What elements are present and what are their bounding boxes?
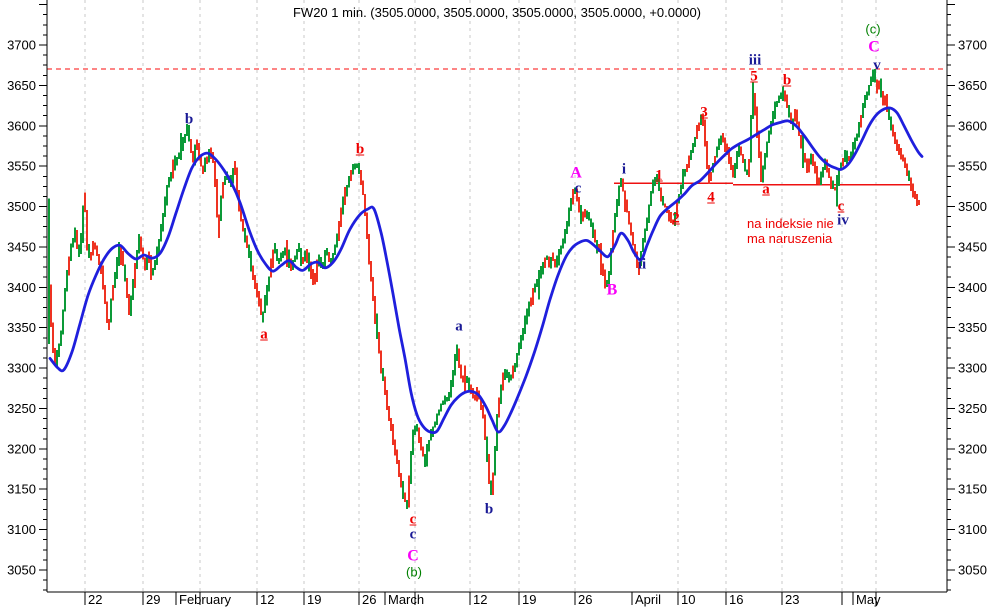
wave-label-b-green: (b) bbox=[406, 564, 422, 580]
svg-text:3150: 3150 bbox=[7, 482, 36, 497]
svg-text:26: 26 bbox=[362, 592, 376, 607]
wave-label-c-navy: c bbox=[574, 180, 582, 197]
svg-text:3300: 3300 bbox=[7, 361, 36, 376]
wave-label-2-red: 2 bbox=[672, 210, 680, 227]
vertical-gridlines bbox=[84, 0, 877, 592]
moving-average-line bbox=[48, 106, 924, 435]
svg-text:April: April bbox=[635, 592, 661, 607]
wave-label-b-navy: b bbox=[184, 111, 194, 128]
wave-label-b-red: b bbox=[355, 141, 365, 158]
svg-text:3300: 3300 bbox=[958, 361, 987, 376]
svg-text:3550: 3550 bbox=[958, 159, 987, 174]
svg-text:3350: 3350 bbox=[7, 320, 36, 335]
wave-label-c-green: (c) bbox=[865, 21, 881, 37]
wave-label-iii-navy: iii bbox=[748, 52, 762, 69]
svg-text:3250: 3250 bbox=[7, 401, 36, 416]
svg-text:May: May bbox=[856, 592, 881, 607]
svg-text:12: 12 bbox=[260, 592, 274, 607]
wave-label-1-red: 1 bbox=[655, 167, 663, 184]
y-axis-labels: 3050 3050 3100 3100 3150 3150 3200 3200 3250 3250… bbox=[7, 38, 987, 578]
wave-label-B-magenta: B bbox=[606, 281, 618, 299]
wave-label-5-red: 5 bbox=[750, 68, 758, 85]
svg-text:3200: 3200 bbox=[7, 441, 36, 456]
svg-text:26: 26 bbox=[578, 592, 592, 607]
svg-text:3450: 3450 bbox=[7, 239, 36, 254]
svg-text:3100: 3100 bbox=[7, 522, 36, 537]
axes bbox=[39, 0, 955, 605]
svg-text:3200: 3200 bbox=[958, 441, 987, 456]
svg-text:3500: 3500 bbox=[7, 199, 36, 214]
wave-label-c-navy: c bbox=[409, 526, 417, 543]
wave-label-C-magenta: C bbox=[407, 547, 419, 565]
svg-text:3050: 3050 bbox=[7, 563, 36, 578]
wave-label-a-red: a bbox=[260, 326, 268, 343]
wave-label-v-navy: v bbox=[873, 57, 881, 74]
x-axis-labels: 22 29 February 12 19 26 March 12 19 26 April 10 16 23… bbox=[88, 592, 881, 607]
svg-text:3650: 3650 bbox=[958, 78, 987, 93]
svg-text:3600: 3600 bbox=[7, 118, 36, 133]
svg-text:29: 29 bbox=[146, 592, 160, 607]
svg-text:3050: 3050 bbox=[958, 563, 987, 578]
svg-text:3350: 3350 bbox=[958, 320, 987, 335]
svg-text:3150: 3150 bbox=[958, 482, 987, 497]
wave-label-iv-navy: iv bbox=[837, 212, 849, 229]
wave-label-a-red: a bbox=[762, 181, 770, 198]
candles bbox=[48, 69, 920, 509]
svg-text:3650: 3650 bbox=[7, 78, 36, 93]
svg-text:22: 22 bbox=[88, 592, 102, 607]
wave-label-a-navy: a bbox=[455, 318, 463, 335]
svg-text:3250: 3250 bbox=[958, 401, 987, 416]
svg-text:23: 23 bbox=[785, 592, 799, 607]
wave-label-ii-navy: ii bbox=[637, 256, 647, 273]
svg-text:12: 12 bbox=[473, 592, 487, 607]
svg-text:3550: 3550 bbox=[7, 159, 36, 174]
wave-label-3-red: 3 bbox=[700, 104, 708, 121]
wave-label-b-navy: b bbox=[484, 501, 494, 518]
svg-text:3500: 3500 bbox=[958, 199, 987, 214]
chart-title: FW20 1 min. (3505.0000, 3505.0000, 3505.… bbox=[292, 5, 702, 20]
wave-label-A-magenta: A bbox=[570, 164, 582, 182]
svg-text:3100: 3100 bbox=[958, 522, 987, 537]
svg-text:February: February bbox=[179, 592, 232, 607]
wave-label-c-red: c bbox=[409, 511, 417, 528]
wave-label-4-red: 4 bbox=[707, 189, 715, 206]
svg-text:16: 16 bbox=[729, 592, 743, 607]
wave-label-c-red: c bbox=[837, 198, 845, 215]
svg-text:19: 19 bbox=[522, 592, 536, 607]
annotation-note-line1: na indeksie nie bbox=[747, 216, 834, 231]
svg-text:3400: 3400 bbox=[7, 280, 36, 295]
svg-text:19: 19 bbox=[307, 592, 321, 607]
wave-label-i-navy: i bbox=[621, 161, 627, 178]
svg-text:3450: 3450 bbox=[958, 239, 987, 254]
svg-text:3700: 3700 bbox=[7, 38, 36, 53]
annotation-note-line2: ma naruszenia bbox=[747, 231, 833, 246]
svg-text:3400: 3400 bbox=[958, 280, 987, 295]
wave-label-b-red: b bbox=[782, 72, 792, 89]
wave-label-C-magenta: C bbox=[868, 38, 880, 56]
svg-text:March: March bbox=[388, 592, 424, 607]
support-line-segments bbox=[614, 182, 911, 186]
annotation-note: na indeksie nie ma naruszenia bbox=[747, 216, 834, 246]
svg-text:3600: 3600 bbox=[958, 118, 987, 133]
svg-text:10: 10 bbox=[681, 592, 695, 607]
svg-text:3700: 3700 bbox=[958, 38, 987, 53]
